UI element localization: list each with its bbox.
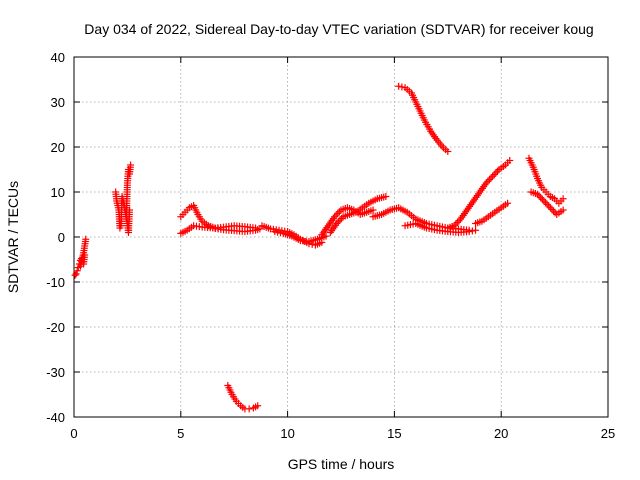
data-point xyxy=(490,171,498,179)
series-seg-21h xyxy=(525,154,567,207)
data-point xyxy=(548,205,556,213)
data-point xyxy=(472,226,480,234)
data-point xyxy=(504,199,512,207)
data-point xyxy=(542,199,550,207)
data-point xyxy=(465,228,473,236)
y-axis-label: SDTVAR / TECUs xyxy=(5,181,21,293)
x-axis-label: GPS time / hours xyxy=(288,456,395,472)
series-seg-21h-b xyxy=(527,188,567,218)
data-point xyxy=(534,190,542,198)
y-tick-label: -30 xyxy=(46,365,65,380)
data-point xyxy=(127,161,135,169)
data-point xyxy=(450,222,458,230)
x-tick-label: 0 xyxy=(70,426,77,441)
data-point xyxy=(559,195,567,203)
y-tick-label: 30 xyxy=(51,95,65,110)
x-axis-ticks: 0 5 10 15 20 25 xyxy=(70,57,615,441)
data-point xyxy=(492,169,500,177)
data-point xyxy=(398,83,406,91)
x-tick-label: 10 xyxy=(280,426,294,441)
series-seg-11h-b xyxy=(326,193,390,236)
series-seg-2h-b xyxy=(122,206,134,236)
series-seg-11h xyxy=(318,204,377,239)
chart-title: Day 034 of 2022, Sidereal Day-to-day VTE… xyxy=(84,21,593,37)
data-point xyxy=(543,200,551,208)
series-seg-neg xyxy=(224,382,262,413)
data-point xyxy=(487,174,495,182)
data-point xyxy=(545,202,553,210)
data-point xyxy=(468,227,476,235)
series-seg-14h-b xyxy=(401,220,480,236)
series-seg-5h-low xyxy=(177,222,264,237)
data-point xyxy=(333,220,341,227)
series-seg-rise xyxy=(444,157,514,232)
data-point xyxy=(382,193,390,200)
data-point xyxy=(334,209,342,217)
data-point xyxy=(81,251,89,259)
data-point xyxy=(332,211,340,219)
y-axis-ticks: -40 -30 -20 -10 0 10 20 30 40 xyxy=(46,50,608,425)
data-point xyxy=(535,192,543,200)
data-series xyxy=(71,82,567,413)
y-tick-label: -20 xyxy=(46,320,65,335)
data-point xyxy=(453,218,461,226)
grid-lines xyxy=(74,57,608,417)
data-point xyxy=(538,195,546,203)
data-point xyxy=(71,271,79,279)
data-point xyxy=(444,148,452,155)
x-tick-label: 25 xyxy=(601,426,615,441)
data-point xyxy=(73,267,81,275)
data-point xyxy=(245,405,253,413)
data-point xyxy=(485,176,493,184)
y-tick-label: -10 xyxy=(46,275,65,290)
data-point xyxy=(254,402,262,410)
data-point xyxy=(537,194,545,202)
y-tick-label: -40 xyxy=(46,410,65,425)
data-point xyxy=(546,204,554,212)
series-seg-rise-b xyxy=(472,199,512,227)
data-point xyxy=(493,167,501,175)
data-point xyxy=(484,177,492,185)
data-point xyxy=(322,232,330,240)
data-point xyxy=(489,172,497,180)
y-tick-label: 0 xyxy=(58,230,65,245)
data-point xyxy=(550,207,558,215)
data-point xyxy=(336,216,344,224)
y-tick-label: 40 xyxy=(51,50,65,65)
data-point xyxy=(540,197,548,205)
data-point xyxy=(338,214,346,222)
series-seg-top xyxy=(395,82,452,155)
data-point xyxy=(452,220,460,228)
data-point xyxy=(331,213,339,221)
data-point xyxy=(82,235,90,243)
data-point xyxy=(334,218,342,226)
data-point xyxy=(506,157,514,164)
series-seg-9h-b xyxy=(271,228,330,245)
x-tick-label: 15 xyxy=(387,426,401,441)
series-seg-early-b xyxy=(76,251,89,270)
data-point xyxy=(126,206,134,214)
data-point xyxy=(72,270,80,278)
y-tick-label: 10 xyxy=(51,185,65,200)
data-point xyxy=(482,179,490,187)
y-tick-label: 20 xyxy=(51,140,65,155)
data-point xyxy=(395,82,403,90)
data-point xyxy=(559,206,567,214)
data-point xyxy=(335,208,343,216)
data-point xyxy=(369,206,377,214)
x-tick-label: 5 xyxy=(177,426,184,441)
x-tick-label: 20 xyxy=(494,426,508,441)
